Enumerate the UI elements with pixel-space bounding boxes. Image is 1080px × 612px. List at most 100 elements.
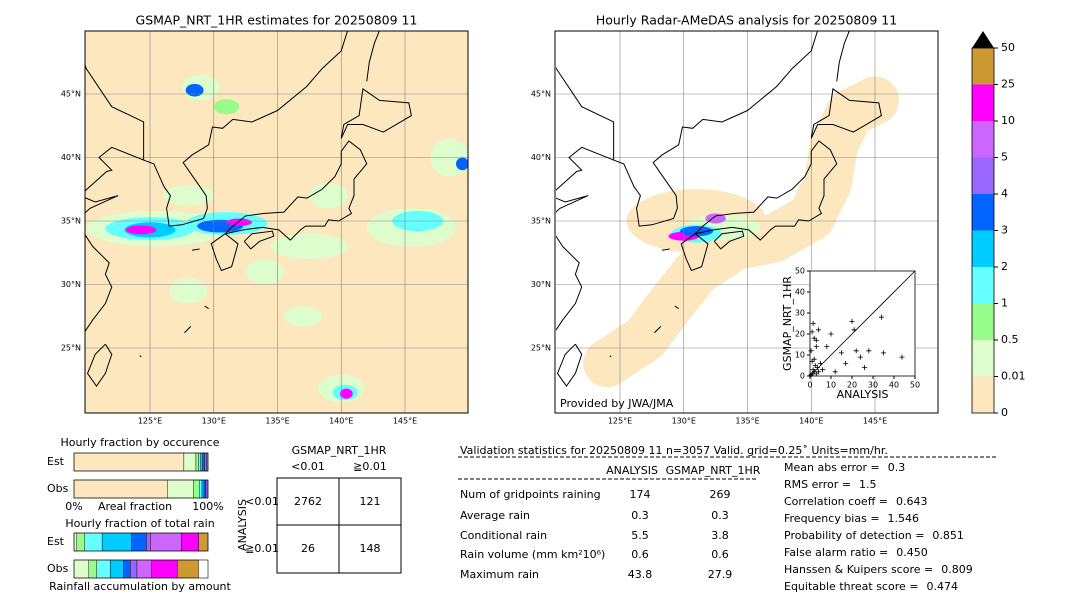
score-label: Probability of detection = — [784, 529, 924, 542]
coastline — [654, 326, 662, 334]
fraction-segment — [151, 559, 178, 579]
score-label: Correlation coeff = — [784, 495, 888, 508]
point — [878, 314, 884, 320]
colorbar-label: 10 — [1001, 114, 1015, 127]
coastline — [191, 248, 200, 251]
lon-label: 125°E — [138, 417, 162, 426]
x-axis-label: Areal fraction — [98, 500, 172, 513]
table-title: GSMAP_NRT_1HR — [292, 444, 387, 457]
lon-label: 140°E — [799, 417, 823, 426]
stat-label: Maximum rain — [460, 568, 539, 581]
point — [899, 354, 905, 360]
fraction-segment — [123, 559, 131, 579]
fraction-segment — [73, 559, 89, 579]
column-header: <0.01 — [291, 460, 325, 473]
fraction-segment — [88, 559, 97, 579]
fraction-segment — [73, 452, 185, 472]
fraction-segment — [73, 479, 169, 499]
colorbar-extend — [972, 31, 994, 48]
coastline — [556, 146, 614, 331]
coastline — [210, 233, 239, 272]
column-header: ≧0.01 — [353, 460, 387, 473]
score-value: 0.450 — [896, 546, 928, 559]
x-tick-label: 40 — [889, 381, 899, 390]
point — [843, 360, 849, 366]
point — [818, 360, 823, 366]
map-title: Hourly Radar-AMeDAS analysis for 2025080… — [596, 13, 897, 28]
point — [811, 335, 817, 341]
map-layer — [556, 31, 938, 413]
stat-value: 0.6 — [711, 548, 729, 561]
fraction-segment — [198, 452, 201, 472]
y-tick-label: 20 — [795, 330, 805, 339]
point — [812, 363, 818, 368]
score-value: 0.3 — [888, 461, 906, 474]
point — [813, 344, 819, 350]
bar-frame — [73, 452, 209, 472]
coastline — [836, 31, 850, 82]
score-label: False alarm ratio = — [784, 546, 888, 559]
colorbar-label: 4 — [1001, 187, 1008, 200]
chart-title: Hourly fraction by occurence — [61, 436, 220, 449]
precip-area — [162, 185, 214, 206]
point — [810, 321, 816, 326]
colorbar-label: 0.5 — [1001, 333, 1019, 346]
point — [809, 358, 815, 364]
score-label: RMS error = — [784, 478, 851, 491]
row-header: <0.01 — [245, 495, 279, 508]
point — [815, 327, 821, 333]
coastline — [86, 343, 113, 387]
fraction-segment — [96, 559, 111, 579]
precip-area — [185, 83, 204, 97]
precip-area — [245, 259, 284, 285]
stat-value: 0.3 — [711, 509, 729, 522]
table-cell: 2762 — [294, 495, 322, 508]
point — [809, 329, 815, 335]
stat-value: 3.8 — [711, 529, 729, 542]
y-axis-label: GSMAP_NRT_1HR — [781, 276, 794, 371]
fraction-segment — [176, 559, 199, 579]
map-frame — [554, 30, 939, 414]
x-tick-label: 10 — [826, 381, 836, 390]
row-label: Obs — [47, 482, 69, 495]
credit: Provided by JWA/JMA — [560, 397, 674, 410]
point — [811, 356, 817, 362]
diagonal — [809, 270, 916, 377]
stat-value: 0.3 — [631, 509, 649, 522]
point — [862, 365, 868, 371]
point — [832, 369, 838, 375]
coastline — [609, 355, 612, 358]
x-tick-label: 0 — [807, 381, 812, 390]
lon-label: 135°E — [735, 417, 759, 426]
score-value: 0.474 — [926, 580, 958, 593]
point — [828, 331, 834, 337]
coastline — [224, 140, 368, 241]
fraction-segment — [201, 479, 205, 499]
lat-label: 25°N — [531, 344, 551, 353]
point — [839, 350, 844, 356]
precip-area — [283, 306, 323, 327]
score-label: Hanssen & Kuipers score = — [784, 563, 933, 576]
coastline — [243, 230, 275, 250]
bar-frame — [73, 479, 209, 499]
chart-title: Hourly fraction of total rain — [65, 517, 214, 530]
coastline — [810, 88, 882, 139]
point — [810, 367, 816, 373]
lat-label: 35°N — [531, 217, 551, 226]
coastline — [204, 305, 209, 310]
colorbar-label: 3 — [1001, 224, 1008, 237]
lat-label: 35°N — [61, 217, 81, 226]
row-label: Obs — [47, 562, 69, 575]
fraction-segment — [167, 479, 194, 499]
point — [809, 371, 815, 377]
y-tick-label: 0 — [800, 372, 805, 381]
precip-area — [679, 226, 714, 237]
score-label: Equitable threat score = — [784, 580, 918, 593]
colorbar-label: 25 — [1001, 78, 1015, 91]
score-label: Mean abs error = — [784, 461, 880, 474]
fraction-segment — [193, 479, 200, 499]
fraction-segment — [136, 559, 152, 579]
fraction-segment — [150, 532, 182, 552]
colorbar-label: 0 — [1001, 406, 1008, 419]
lon-label: 140°E — [329, 417, 353, 426]
